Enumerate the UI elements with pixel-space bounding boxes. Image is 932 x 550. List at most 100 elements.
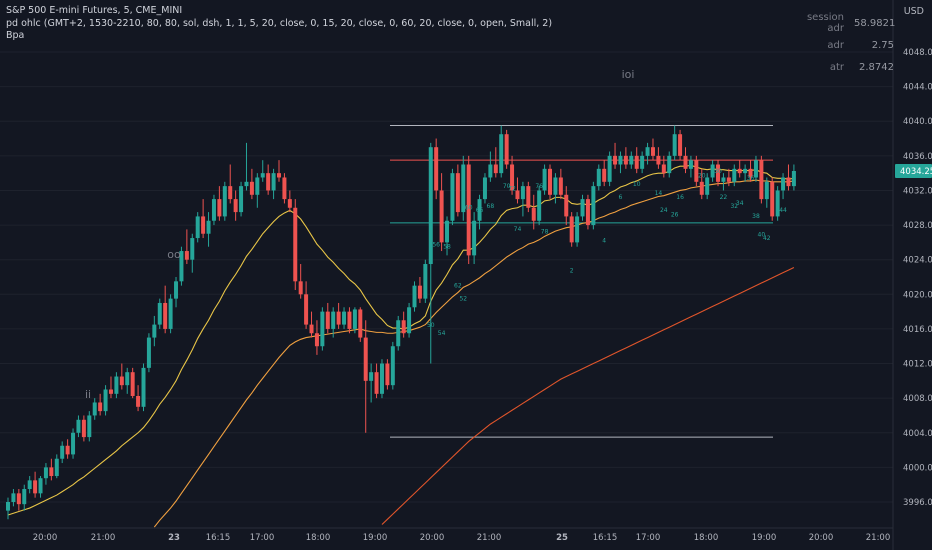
candle-down[interactable] [434, 138, 439, 200]
candle-down[interactable] [287, 190, 292, 213]
candle-up[interactable] [195, 212, 200, 243]
candle-down[interactable] [314, 320, 319, 355]
candle-down[interactable] [504, 129, 509, 169]
candle-up[interactable] [379, 359, 384, 399]
candle-up[interactable] [472, 212, 477, 265]
candle-up[interactable] [190, 233, 195, 273]
candle-up[interactable] [103, 385, 108, 416]
candle-up[interactable] [423, 259, 428, 303]
candle-down[interactable] [65, 439, 70, 459]
candle-up[interactable] [781, 173, 786, 200]
candle-down[interactable] [358, 307, 363, 342]
candle-up[interactable] [721, 173, 726, 191]
candle-down[interactable] [293, 199, 298, 290]
candle-up[interactable] [146, 333, 151, 373]
candle-down[interactable] [325, 302, 330, 334]
candle-down[interactable] [770, 177, 775, 221]
candle-down[interactable] [266, 164, 271, 195]
candle-down[interactable] [548, 164, 552, 200]
candle-up[interactable] [320, 307, 325, 351]
candle-down[interactable] [163, 285, 168, 334]
candle-down[interactable] [298, 264, 303, 299]
candle-up[interactable] [92, 398, 97, 420]
candle-down[interactable] [439, 173, 444, 252]
candle-down[interactable] [564, 186, 569, 226]
candle-up[interactable] [629, 151, 634, 169]
candle-down[interactable] [510, 155, 515, 195]
candle-down[interactable] [634, 147, 639, 174]
candle-up[interactable] [255, 173, 260, 208]
candle-down[interactable] [217, 186, 222, 221]
candle-up[interactable] [352, 307, 357, 334]
candle-down[interactable] [304, 281, 309, 329]
candle-up[interactable] [43, 463, 48, 485]
candle-down[interactable] [374, 363, 379, 399]
candle-down[interactable] [526, 181, 531, 213]
candle-up[interactable] [499, 125, 504, 178]
indicator-bpa[interactable]: Bpa [6, 30, 25, 41]
candle-down[interactable] [678, 129, 683, 161]
candle-up[interactable] [705, 173, 710, 200]
candle-up[interactable] [168, 294, 173, 334]
candle-down[interactable] [108, 376, 113, 399]
candle-up[interactable] [645, 142, 650, 165]
candle-up[interactable] [710, 160, 715, 182]
candle-up[interactable] [618, 151, 623, 174]
candle-up[interactable] [607, 151, 612, 187]
candle-down[interactable] [585, 194, 590, 230]
candle-down[interactable] [515, 177, 520, 204]
candle-up[interactable] [428, 142, 433, 364]
candle-down[interactable] [694, 155, 699, 187]
candle-down[interactable] [737, 160, 742, 178]
candle-down[interactable] [184, 229, 189, 265]
candle-down[interactable] [466, 155, 471, 265]
candle-up[interactable] [580, 194, 585, 221]
candle-down[interactable] [33, 471, 38, 498]
candle-up[interactable] [11, 489, 16, 507]
candle-down[interactable] [558, 168, 563, 200]
candle-up[interactable] [239, 181, 244, 217]
candle-down[interactable] [282, 173, 287, 204]
candle-down[interactable] [493, 147, 498, 178]
candle-up[interactable] [412, 281, 417, 312]
candle-up[interactable] [76, 415, 81, 438]
candle-down[interactable] [656, 147, 661, 169]
candle-down[interactable] [385, 359, 390, 390]
candle-up[interactable] [71, 428, 76, 459]
candle-up[interactable] [640, 151, 645, 174]
candle-up[interactable] [157, 298, 162, 329]
candle-up[interactable] [764, 177, 769, 208]
candle-down[interactable] [613, 142, 618, 169]
candle-down[interactable] [336, 302, 341, 329]
candle-down[interactable] [347, 307, 352, 334]
candle-up[interactable] [179, 246, 184, 286]
candle-down[interactable] [683, 147, 688, 174]
candle-up[interactable] [87, 411, 92, 442]
candle-up[interactable] [450, 168, 455, 226]
candle-up[interactable] [596, 164, 601, 191]
candle-down[interactable] [136, 385, 141, 412]
candle-up[interactable] [369, 363, 374, 403]
candle-up[interactable] [461, 155, 466, 221]
candle-down[interactable] [98, 393, 103, 416]
candle-down[interactable] [309, 311, 314, 338]
candle-up[interactable] [114, 372, 119, 399]
candle-up[interactable] [743, 164, 748, 182]
candle-up[interactable] [396, 315, 401, 351]
candle-down[interactable] [130, 367, 135, 399]
candle-up[interactable] [244, 142, 249, 191]
candle-down[interactable] [699, 168, 704, 200]
candle-up[interactable] [667, 151, 672, 178]
candle-up[interactable] [27, 476, 32, 494]
candle-down[interactable] [233, 190, 238, 221]
candle-down[interactable] [748, 160, 753, 182]
candle-down[interactable] [716, 160, 721, 187]
candle-down[interactable] [417, 277, 422, 303]
candle-up[interactable] [152, 315, 157, 347]
candle-up[interactable] [482, 173, 487, 204]
candle-down[interactable] [363, 320, 368, 433]
candle-down[interactable] [455, 164, 460, 217]
candle-up[interactable] [206, 212, 211, 247]
candle-down[interactable] [759, 155, 764, 204]
